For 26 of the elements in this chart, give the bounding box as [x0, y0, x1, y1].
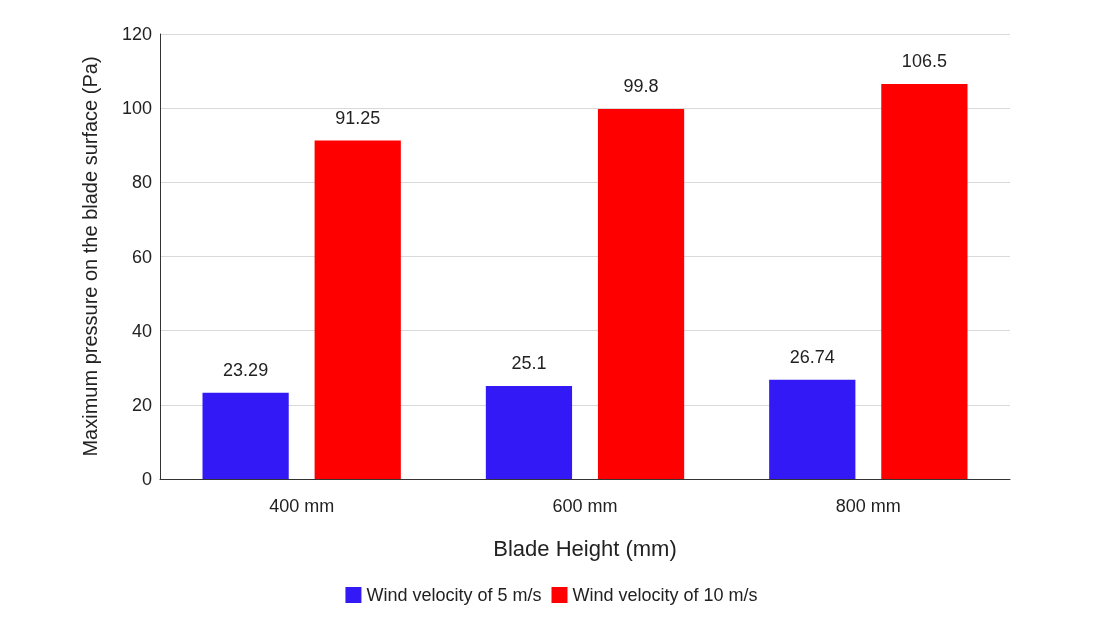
y-tick-label: 0 — [141, 469, 152, 489]
y-tick-label: 20 — [131, 394, 152, 415]
x-tick-label: 600 mm — [552, 496, 618, 516]
x-axis-title: Blade Height (mm) — [493, 535, 677, 561]
legend-label: Wind velocity of 10 m/s — [572, 585, 758, 605]
bar — [769, 379, 856, 479]
y-tick-label: 60 — [131, 246, 152, 267]
legend-label: Wind velocity of 5 m/s — [366, 585, 542, 605]
y-tick-label: 100 — [121, 98, 152, 119]
bar — [202, 392, 289, 479]
bar — [881, 84, 968, 479]
y-tick-label: 40 — [131, 320, 152, 341]
data-label: 23.29 — [223, 359, 269, 380]
y-tick-label: 120 — [121, 24, 152, 44]
data-label: 25.1 — [511, 352, 547, 373]
y-tick-label: 80 — [131, 172, 152, 193]
data-label: 99.8 — [623, 75, 659, 96]
x-tick-label: 800 mm — [835, 496, 901, 516]
data-label: 26.74 — [789, 346, 835, 367]
data-label: 106.5 — [901, 51, 947, 72]
y-axis-title: Maximum pressure on the blade surface (Pa) — [79, 56, 101, 457]
x-tick-label: 400 mm — [269, 496, 335, 516]
bar — [314, 140, 401, 479]
data-label: 91.25 — [335, 107, 381, 128]
bar — [597, 108, 685, 479]
bar — [485, 385, 573, 479]
